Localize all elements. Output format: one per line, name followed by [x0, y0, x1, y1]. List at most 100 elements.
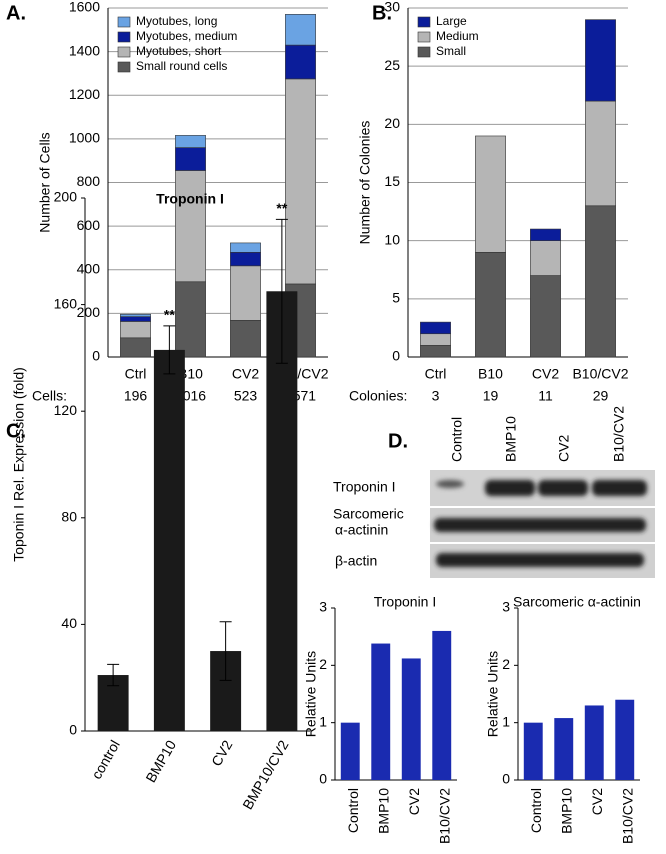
x-tick-label: BMP10 — [558, 788, 574, 834]
x-tick-label: Ctrl — [425, 366, 447, 382]
total-label: 196 — [124, 388, 148, 404]
panel-label: C. — [6, 420, 26, 442]
bar — [615, 699, 635, 780]
bar-segment — [285, 14, 316, 46]
y-tick-label: 120 — [54, 402, 78, 418]
x-tick-label: CV2 — [208, 737, 236, 769]
y-tick-label: 0 — [502, 771, 510, 787]
bar-segment — [585, 19, 616, 102]
y-tick-label: 0 — [92, 348, 100, 364]
error-bar — [163, 325, 176, 375]
bar-segment — [230, 320, 261, 358]
chart-title: Troponin I — [374, 594, 437, 610]
x-tick-label: BMP10/CV2 — [239, 737, 291, 812]
y-tick-label: 15 — [384, 173, 400, 189]
y-axis-label: Relative Units — [303, 651, 319, 737]
legend-label: Small round cells — [136, 59, 227, 73]
blot-row-label: α-actinin — [335, 522, 388, 538]
y-tick-label: 2 — [319, 656, 327, 672]
bar-segment — [285, 44, 316, 80]
bar-segment — [230, 252, 261, 267]
bar — [584, 705, 604, 780]
legend-swatch — [117, 16, 131, 28]
legend-label: Medium — [436, 29, 479, 43]
y-tick-label: 0 — [319, 771, 327, 787]
legend-swatch — [117, 46, 131, 58]
bar-segment — [120, 313, 151, 317]
y-tick-label: 0 — [69, 722, 77, 738]
bar — [153, 349, 185, 731]
bar-segment — [585, 100, 616, 207]
y-tick-label: 1000 — [69, 130, 100, 146]
x-tick-label: Control — [345, 788, 361, 833]
bar-segment — [530, 228, 561, 241]
blot-row-label: β-actin — [335, 553, 377, 569]
y-tick-label: 200 — [54, 189, 78, 205]
bar-segment — [420, 333, 451, 346]
legend-swatch — [417, 46, 431, 58]
total-label: 11 — [538, 388, 553, 404]
y-tick-label: 160 — [54, 295, 78, 311]
y-tick-label: 80 — [61, 509, 77, 525]
legend-label: Myotubes, medium — [136, 29, 237, 43]
blot-lane-label: B10/CV2 — [611, 406, 627, 462]
western-blot — [430, 470, 655, 578]
y-tick-label: 600 — [77, 217, 101, 233]
y-axis-label: Number of Cells — [37, 132, 53, 232]
y-tick-label: 25 — [384, 57, 400, 73]
bar-segment — [530, 275, 561, 358]
bar — [523, 722, 543, 780]
bar-segment — [175, 135, 206, 148]
x-tick-label: B10 — [478, 366, 503, 382]
bar-segment — [420, 321, 451, 335]
y-tick-label: 3 — [502, 599, 510, 615]
bar-segment — [120, 337, 151, 358]
y-tick-label: 1 — [502, 713, 510, 729]
bar-segment — [120, 321, 151, 339]
y-tick-label: 40 — [61, 615, 77, 631]
bar — [371, 643, 391, 780]
panel-label: B. — [372, 2, 392, 24]
y-tick-label: 1200 — [69, 86, 100, 102]
legend-swatch — [417, 16, 431, 28]
panel-label: D. — [388, 430, 408, 452]
x-tick-label: Control — [528, 788, 544, 833]
total-label: 19 — [483, 388, 499, 404]
y-tick-label: 3 — [319, 599, 327, 615]
bar — [554, 718, 574, 780]
y-tick-label: 10 — [384, 231, 400, 247]
y-axis-label: Toponin I Rel. Expression (fold) — [11, 367, 27, 562]
x-tick-label: B10/CV2 — [436, 788, 452, 844]
y-tick-label: 1600 — [69, 0, 100, 15]
bar-segment — [420, 345, 451, 358]
y-tick-label: 20 — [384, 115, 400, 131]
legend-swatch — [117, 31, 131, 43]
total-label: 29 — [593, 388, 609, 404]
error-bar — [107, 663, 120, 687]
chart-title: Sarcomeric α-actinin — [513, 594, 641, 610]
y-axis-label: Relative Units — [485, 651, 501, 737]
blot-row-label: Sarcomeric — [333, 506, 404, 522]
legend-swatch — [417, 31, 431, 43]
y-tick-label: 1400 — [69, 42, 100, 58]
bar — [401, 658, 421, 780]
y-tick-label: 5 — [392, 290, 400, 306]
legend-label: Small — [436, 44, 466, 58]
x-tick-label: B10/CV2 — [619, 788, 635, 844]
x-tick-label: B10/CV2 — [572, 366, 628, 382]
error-bar — [219, 621, 232, 681]
bar-segment — [175, 170, 206, 283]
bar-segment — [175, 147, 206, 171]
bar — [432, 630, 452, 780]
x-tick-label: BMP10 — [142, 737, 179, 785]
total-label: 523 — [234, 388, 258, 404]
legend-label: Large — [436, 14, 467, 28]
bar-segment — [120, 316, 151, 322]
bar-segment — [175, 281, 206, 358]
y-tick-label: 200 — [77, 304, 101, 320]
total-label: 3 — [432, 388, 440, 404]
y-tick-label: 400 — [77, 260, 101, 276]
bar-segment — [475, 135, 506, 253]
bar-segment — [530, 240, 561, 276]
